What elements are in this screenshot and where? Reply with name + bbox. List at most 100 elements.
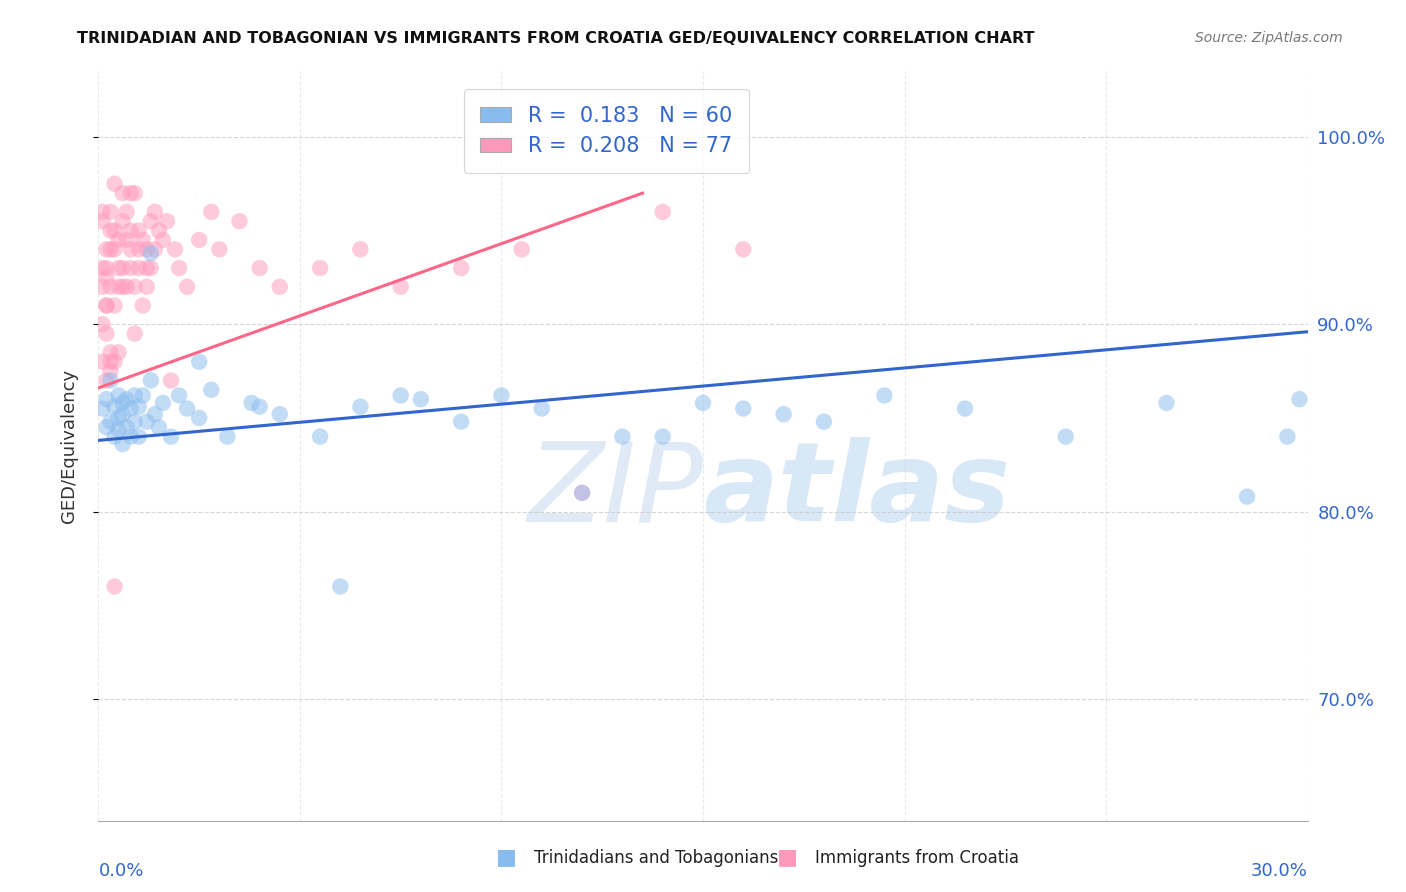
Text: ■: ■ bbox=[778, 847, 797, 867]
Point bbox=[152, 233, 174, 247]
Point bbox=[132, 298, 155, 313]
Point bbox=[96, 374, 118, 388]
Point bbox=[100, 415, 122, 429]
Point bbox=[111, 186, 134, 201]
Point bbox=[128, 261, 150, 276]
Point bbox=[120, 401, 142, 416]
Point bbox=[188, 355, 211, 369]
Point bbox=[139, 246, 162, 260]
Point bbox=[530, 401, 553, 416]
Point bbox=[156, 214, 179, 228]
Point bbox=[200, 205, 222, 219]
Y-axis label: GED/Equivalency: GED/Equivalency bbox=[59, 369, 77, 523]
Point bbox=[103, 243, 125, 257]
Point bbox=[115, 392, 138, 407]
Point bbox=[100, 345, 122, 359]
Point bbox=[1054, 430, 1077, 444]
Point bbox=[249, 400, 271, 414]
Point bbox=[103, 224, 125, 238]
Point bbox=[120, 243, 142, 257]
Point bbox=[124, 415, 146, 429]
Point bbox=[115, 420, 138, 434]
Point bbox=[128, 430, 150, 444]
Point bbox=[96, 298, 118, 313]
Point bbox=[1236, 490, 1258, 504]
Point bbox=[96, 420, 118, 434]
Text: Source: ZipAtlas.com: Source: ZipAtlas.com bbox=[1195, 31, 1343, 45]
Point bbox=[167, 261, 190, 276]
Point bbox=[813, 415, 835, 429]
Point bbox=[111, 407, 134, 421]
Point bbox=[100, 364, 122, 378]
Point bbox=[100, 280, 122, 294]
Point bbox=[651, 205, 673, 219]
Point bbox=[128, 400, 150, 414]
Point bbox=[135, 415, 157, 429]
Point bbox=[103, 298, 125, 313]
Point bbox=[953, 401, 976, 416]
Point bbox=[111, 437, 134, 451]
Point bbox=[128, 224, 150, 238]
Point bbox=[148, 224, 170, 238]
Point bbox=[1156, 396, 1178, 410]
Point bbox=[139, 374, 162, 388]
Point bbox=[240, 396, 263, 410]
Point bbox=[188, 233, 211, 247]
Point bbox=[167, 388, 190, 402]
Point bbox=[571, 485, 593, 500]
Point bbox=[349, 400, 371, 414]
Point bbox=[1277, 430, 1299, 444]
Point bbox=[124, 326, 146, 341]
Point bbox=[135, 261, 157, 276]
Point bbox=[115, 233, 138, 247]
Point bbox=[107, 345, 129, 359]
Point bbox=[100, 374, 122, 388]
Point bbox=[349, 243, 371, 257]
Point bbox=[733, 401, 755, 416]
Point bbox=[692, 396, 714, 410]
Point bbox=[103, 400, 125, 414]
Point bbox=[96, 261, 118, 276]
Point bbox=[124, 186, 146, 201]
Point bbox=[96, 392, 118, 407]
Point bbox=[124, 280, 146, 294]
Point bbox=[100, 224, 122, 238]
Text: ■: ■ bbox=[496, 847, 516, 867]
Point bbox=[152, 396, 174, 410]
Point bbox=[107, 261, 129, 276]
Point bbox=[132, 233, 155, 247]
Point bbox=[103, 430, 125, 444]
Point bbox=[163, 243, 186, 257]
Text: TRINIDADIAN AND TOBAGONIAN VS IMMIGRANTS FROM CROATIA GED/EQUIVALENCY CORRELATIO: TRINIDADIAN AND TOBAGONIAN VS IMMIGRANTS… bbox=[77, 31, 1035, 46]
Point bbox=[120, 261, 142, 276]
Point bbox=[143, 407, 166, 421]
Point bbox=[135, 243, 157, 257]
Point bbox=[124, 388, 146, 402]
Point bbox=[228, 214, 250, 228]
Point bbox=[91, 355, 114, 369]
Point bbox=[103, 580, 125, 594]
Point bbox=[269, 407, 291, 421]
Point bbox=[139, 214, 162, 228]
Point bbox=[389, 280, 412, 294]
Point bbox=[389, 388, 412, 402]
Point bbox=[91, 205, 114, 219]
Point bbox=[132, 388, 155, 402]
Point bbox=[100, 355, 122, 369]
Point bbox=[96, 298, 118, 313]
Text: ZIP: ZIP bbox=[527, 437, 703, 544]
Point bbox=[120, 430, 142, 444]
Point bbox=[107, 410, 129, 425]
Point bbox=[733, 243, 755, 257]
Point bbox=[103, 355, 125, 369]
Point bbox=[200, 383, 222, 397]
Point bbox=[249, 261, 271, 276]
Point bbox=[91, 317, 114, 331]
Point bbox=[107, 280, 129, 294]
Point bbox=[217, 430, 239, 444]
Text: 30.0%: 30.0% bbox=[1251, 862, 1308, 880]
Point bbox=[115, 280, 138, 294]
Point bbox=[135, 280, 157, 294]
Text: atlas: atlas bbox=[703, 437, 1011, 544]
Point bbox=[107, 233, 129, 247]
